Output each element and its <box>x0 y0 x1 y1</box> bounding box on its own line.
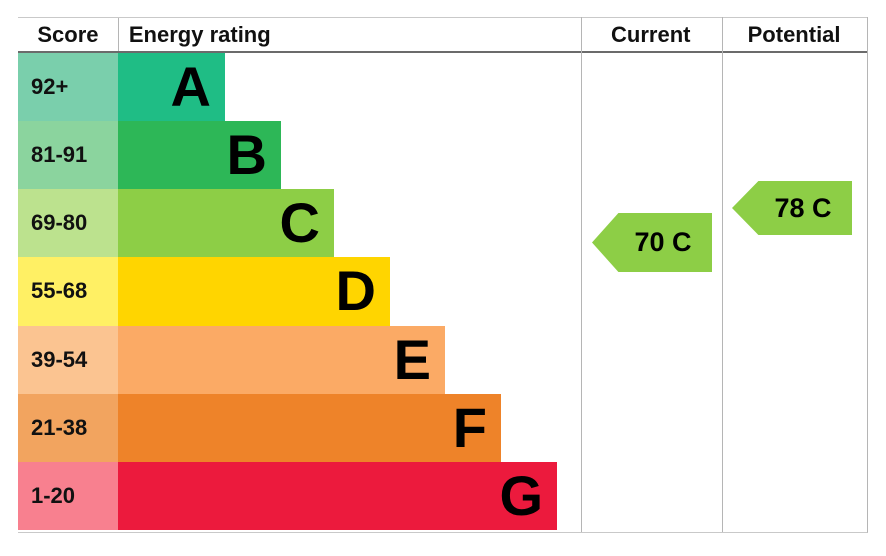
band-score-cell: 92+ <box>18 53 118 122</box>
band-row-f: 21-38 F <box>18 393 867 462</box>
current-rating-arrow: 70 C <box>592 213 712 272</box>
band-row-a: 92+ A <box>18 53 867 122</box>
band-score-cell: 69-80 <box>18 189 118 258</box>
band-letter: A <box>170 55 211 119</box>
band-rows: 92+ A 81-91 B 69-80 C <box>18 53 867 530</box>
band-row-e: 39-54 E <box>18 325 867 394</box>
band-bar-f: F <box>118 393 501 462</box>
band-row-d: 55-68 D <box>18 257 867 326</box>
band-score-range: 69-80 <box>31 210 88 236</box>
band-score-cell: 81-91 <box>18 121 118 190</box>
potential-rating-label: 78 C <box>774 192 832 223</box>
epc-table: Score Energy rating Current Potential 92… <box>18 17 868 533</box>
band-letter: F <box>452 395 487 459</box>
band-bar-g: G <box>118 461 557 530</box>
table-header: Score Energy rating Current Potential <box>18 17 867 53</box>
band-score-range: 81-91 <box>31 142 88 168</box>
band-letter: D <box>335 259 376 323</box>
band-row-g: 1-20 G <box>18 461 867 530</box>
band-score-cell: 55-68 <box>18 257 118 326</box>
potential-rating-arrow: 78 C <box>732 181 852 235</box>
header-energy-rating: Energy rating <box>117 18 580 51</box>
divider-rating-current <box>581 17 582 532</box>
band-score-cell: 21-38 <box>18 393 118 462</box>
divider-current-potential <box>722 17 723 532</box>
band-score-range: 55-68 <box>31 278 88 304</box>
band-letter: E <box>393 327 431 391</box>
band-score-range: 1-20 <box>31 482 76 508</box>
header-score: Score <box>37 21 99 47</box>
band-letter: C <box>279 191 320 255</box>
band-bar-e: E <box>118 325 445 394</box>
band-letter: G <box>499 463 543 527</box>
band-bar-a: A <box>118 53 225 122</box>
band-bar-b: B <box>118 121 281 190</box>
band-score-range: 21-38 <box>31 414 88 440</box>
band-score-cell: 1-20 <box>18 461 118 530</box>
band-bar-d: D <box>118 257 390 326</box>
band-score-range: 39-54 <box>31 346 88 372</box>
current-rating-label: 70 C <box>634 227 692 257</box>
band-row-b: 81-91 B <box>18 121 867 190</box>
band-score-range: 92+ <box>31 74 69 100</box>
header-potential: Potential <box>747 21 841 47</box>
band-bar-c: C <box>118 189 334 258</box>
band-row-c: 69-80 C <box>18 189 867 258</box>
header-current: Current <box>611 21 691 47</box>
band-letter: B <box>226 123 267 187</box>
band-score-cell: 39-54 <box>18 325 118 394</box>
